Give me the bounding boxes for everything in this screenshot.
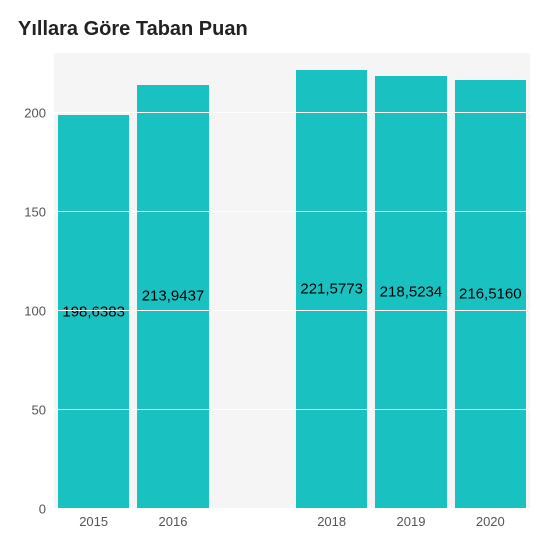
bar-slot: 213,9437 bbox=[133, 53, 212, 508]
gridline: 200 bbox=[54, 112, 530, 113]
bar-value-label: 213,9437 bbox=[142, 288, 205, 305]
xtick-label: 2018 bbox=[292, 508, 371, 529]
bar: 221,5773 bbox=[296, 70, 367, 508]
ytick-label: 50 bbox=[32, 403, 54, 418]
bar-value-label: 216,5160 bbox=[459, 285, 522, 302]
bar-slot: 221,5773 bbox=[292, 53, 371, 508]
bar-value-label: 198,6383 bbox=[62, 303, 125, 320]
bar: 218,5234 bbox=[375, 76, 446, 508]
chart-container: Yıllara Göre Taban Puan 198,6383 213,9437… bbox=[0, 0, 550, 550]
ytick-label: 100 bbox=[24, 304, 54, 319]
gridline: 100 bbox=[54, 310, 530, 311]
bar: 216,5160 bbox=[455, 80, 526, 508]
ytick-label: 0 bbox=[39, 502, 54, 517]
xtick-label: 2016 bbox=[133, 508, 212, 529]
bar-value-label: 221,5773 bbox=[300, 280, 363, 297]
plot-area: 198,6383 213,9437 221,5773 218,5234 216,5160… bbox=[54, 53, 530, 508]
xtick-label: 2019 bbox=[371, 508, 450, 529]
gridline: 0 bbox=[54, 508, 530, 509]
ytick-label: 150 bbox=[24, 205, 54, 220]
bar: 198,6383 bbox=[58, 115, 129, 508]
gridline: 150 bbox=[54, 211, 530, 212]
xtick-label: 2020 bbox=[451, 508, 530, 529]
xtick-label: 2015 bbox=[54, 508, 133, 529]
xtick-label bbox=[213, 508, 292, 529]
ytick-label: 200 bbox=[24, 106, 54, 121]
chart-title: Yıllara Göre Taban Puan bbox=[10, 18, 540, 41]
x-axis: 20152016 201820192020 bbox=[54, 508, 530, 529]
bar-slot: 218,5234 bbox=[371, 53, 450, 508]
bar-slot: 198,6383 bbox=[54, 53, 133, 508]
bar-value-label: 218,5234 bbox=[380, 283, 443, 300]
bars-group: 198,6383 213,9437 221,5773 218,5234 216,5160 bbox=[54, 53, 530, 508]
bar-slot: 216,5160 bbox=[451, 53, 530, 508]
bar: 213,9437 bbox=[137, 85, 208, 508]
bar-slot bbox=[213, 53, 292, 508]
gridline: 50 bbox=[54, 409, 530, 410]
